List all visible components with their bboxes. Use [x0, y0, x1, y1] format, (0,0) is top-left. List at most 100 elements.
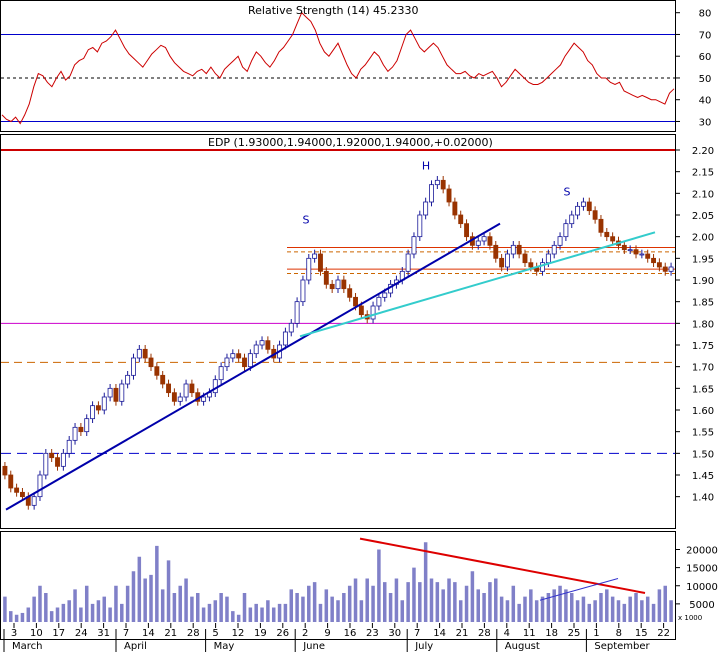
volume-bar	[266, 600, 270, 622]
candle-body	[627, 249, 633, 252]
x-tick-label: 4	[504, 628, 510, 639]
candle-body	[101, 396, 107, 411]
candle-body	[522, 253, 528, 264]
volume-bar	[406, 582, 410, 622]
candle-body	[253, 344, 259, 355]
candle-body	[621, 244, 627, 251]
volume-bar	[14, 614, 19, 622]
month-label: July	[414, 641, 433, 652]
candle-body	[318, 253, 323, 272]
volume-bar	[283, 603, 288, 622]
candle-body	[563, 223, 569, 238]
x-tick-label: 7	[123, 628, 129, 639]
volume-bar	[616, 600, 621, 622]
month-label: August	[505, 641, 540, 652]
volume-bar	[529, 589, 533, 622]
candle-body	[49, 452, 55, 459]
x-tick-label: 1	[593, 628, 599, 639]
candle-body	[131, 357, 136, 376]
volume-bar	[254, 603, 258, 622]
volume-bar	[178, 585, 182, 622]
rsi-tick-label: 50	[699, 74, 712, 85]
price-title: EDP (1.93000,1.94000,1.92000,1.94000,+0.…	[208, 136, 493, 149]
volume-bar	[400, 600, 405, 622]
candle-body	[429, 184, 434, 203]
volume-bar	[242, 593, 247, 622]
x-axis: 3 10 17 24 31 7 14 21 28 5 12 19 26 2 9 16 23 30 7 14 21 28 4 1…	[3, 623, 670, 652]
candle-body	[347, 288, 353, 298]
price-tick-label: 2.20	[692, 146, 714, 157]
volume-bar	[307, 585, 311, 622]
candle-body	[510, 244, 516, 255]
candle-body	[119, 383, 125, 402]
volume-bar	[593, 600, 597, 622]
pattern-left-shoulder: S	[303, 214, 310, 227]
volume-bar	[569, 593, 574, 622]
volume-bar	[651, 603, 656, 622]
volume-bar	[96, 600, 101, 622]
x-tick-label: 22	[657, 628, 670, 639]
price-tick-label: 2.15	[692, 168, 714, 179]
volume-tick-label: 10000	[686, 582, 718, 593]
candle-body	[499, 257, 505, 268]
volume-bar	[388, 593, 393, 622]
candle-body	[639, 253, 645, 256]
x-tick-label: 24	[75, 628, 88, 639]
price-tick-label: 1.50	[692, 449, 714, 460]
x-tick-label: 2	[302, 628, 308, 639]
price-group: 1.40 1.45 1.50 1.55 1.60 1.65 1.70 1.75 1.80 1.85…	[1, 146, 714, 511]
volume-bar	[622, 603, 627, 622]
candle-body	[446, 188, 452, 203]
volume-downtrend	[359, 537, 646, 594]
candle-body	[14, 487, 20, 493]
volume-bar	[382, 582, 387, 622]
candle-body	[136, 348, 142, 359]
volume-bar	[166, 560, 171, 622]
x-tick-label: 15	[635, 628, 648, 639]
candle-body	[20, 491, 25, 498]
x-tick-label: 10	[30, 628, 43, 639]
candle-body	[662, 266, 668, 272]
candle-body	[651, 257, 656, 264]
candle-body	[212, 379, 218, 394]
volume-bar	[108, 607, 112, 622]
candle-body	[247, 353, 253, 368]
volume-bar	[575, 600, 580, 622]
candle-body	[312, 253, 318, 259]
candle-body	[569, 214, 575, 225]
volume-bar	[347, 585, 352, 622]
candle-body	[458, 214, 464, 225]
volume-bar	[149, 574, 153, 622]
price-tick-label: 2.10	[692, 189, 714, 200]
volume-bar	[394, 578, 399, 622]
candle-body	[60, 452, 66, 467]
volume-bar	[645, 596, 650, 622]
volume-bar	[587, 603, 592, 622]
volume-bar	[55, 607, 60, 622]
volume-bar	[418, 582, 422, 622]
candle-body	[452, 201, 458, 216]
volume-bar	[125, 585, 130, 622]
volume-bar	[610, 596, 615, 622]
volume-bar	[155, 545, 159, 622]
volume-bar	[236, 614, 241, 622]
volume-bar	[84, 585, 89, 622]
candle-body	[95, 405, 101, 411]
candle-body	[323, 270, 329, 285]
volume-bar	[494, 578, 498, 622]
rsi-group: 30 40 50 60 70 80	[1, 9, 712, 128]
candle-body	[505, 253, 510, 268]
volume-bar	[540, 596, 545, 622]
candle-body	[259, 340, 265, 346]
candle-body	[183, 383, 189, 398]
volume-tick-label: 20000	[686, 546, 718, 557]
volume-bar	[371, 585, 375, 622]
candle-body	[300, 279, 306, 303]
candle-body	[31, 496, 37, 506]
candle-body	[481, 236, 487, 242]
volume-bar	[201, 607, 206, 622]
volume-tick-label: 15000	[686, 564, 718, 575]
month-label: June	[302, 641, 325, 652]
candle-body	[84, 418, 90, 433]
candle-body	[557, 236, 563, 246]
